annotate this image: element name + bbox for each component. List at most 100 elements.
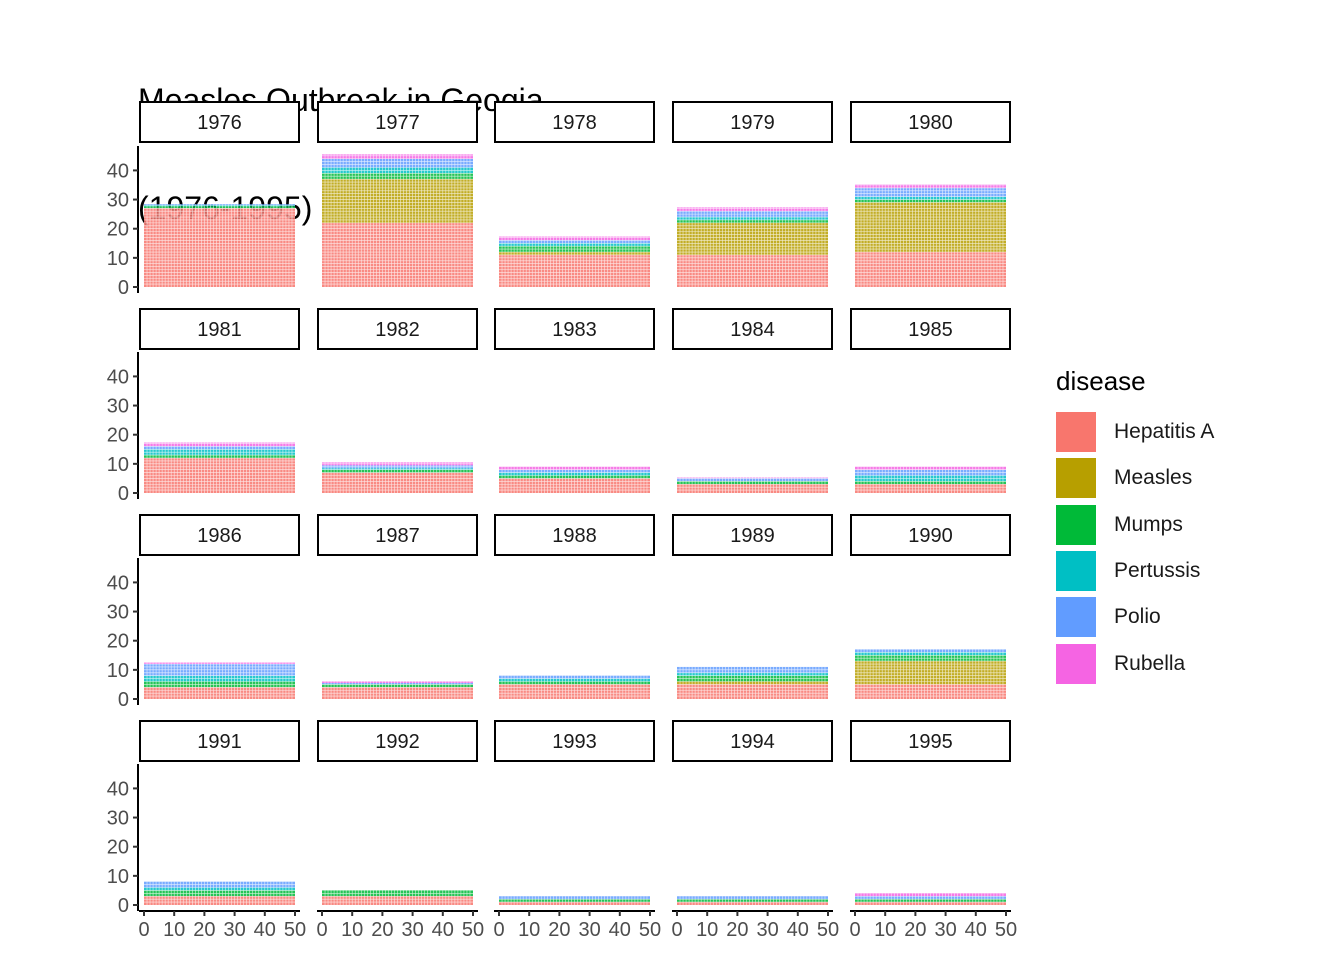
facet-panel-1981: 1981 0 10 20 30 40: [107, 308, 300, 505]
x-tick-label: 20: [193, 919, 215, 941]
y-tick-label: 10: [107, 660, 129, 682]
facet-panel-1986: 1986 0 10 20 30 40: [107, 514, 300, 711]
legend-key: [1056, 643, 1096, 684]
y-tick-label: 20: [107, 631, 129, 653]
legend-label: Hepatitis A: [1114, 420, 1215, 444]
y-tick-label: 40: [107, 160, 129, 182]
facet-strip: [139, 308, 300, 350]
y-tick-label: 20: [107, 219, 129, 241]
facet-strip-label: 1993: [552, 731, 597, 753]
y-tick-label: 40: [107, 778, 129, 800]
facet-strip: [672, 308, 833, 350]
facet-panel-1989: 1989: [672, 514, 833, 699]
facet-strip: [494, 514, 655, 556]
x-tick-label: 30: [578, 919, 600, 941]
facet-panel-1980: 1980: [850, 101, 1011, 287]
facet-strip-label: 1989: [730, 525, 775, 547]
facet-strip-label: 1987: [375, 525, 420, 547]
facet-strip-label: 1991: [197, 731, 242, 753]
y-tick-label: 30: [107, 602, 129, 624]
y-tick-label: 10: [107, 866, 129, 888]
legend: disease Hepatitis A Measles Mumps Pertussis…: [1056, 366, 1214, 687]
facet-strip-label: 1992: [375, 731, 420, 753]
waffle-cell-grid: [677, 477, 828, 493]
facet-panel-1994: 1994 0 10 20 30 40 50: [671, 720, 839, 941]
facet-panel-1977: 1977: [317, 101, 478, 287]
facet-strip-label: 1979: [730, 112, 775, 134]
waffle-cell-grid: [855, 184, 1006, 287]
facet-strip-label: 1994: [730, 731, 775, 753]
y-tick-label: 0: [118, 895, 129, 917]
waffle-cell-grid: [144, 204, 295, 287]
facet-strip: [672, 101, 833, 143]
facet-panel-1988: 1988: [494, 514, 655, 699]
waffle-cell-grid: [855, 466, 1006, 493]
legend-item: Mumps: [1056, 502, 1214, 548]
x-tick-label: 30: [756, 919, 778, 941]
legend-key: [1056, 597, 1096, 638]
legend-label: Mumps: [1114, 512, 1183, 536]
facet-panel-1992: 1992 0 10 20 30 40 50: [316, 720, 484, 941]
legend-key: [1056, 551, 1096, 592]
legend-key: [1056, 504, 1096, 545]
x-tick-label: 0: [493, 919, 504, 941]
y-tick-label: 40: [107, 366, 129, 388]
legend-key: [1056, 412, 1096, 453]
x-tick-label: 0: [849, 919, 860, 941]
y-tick-label: 0: [118, 483, 129, 505]
x-tick-label: 0: [316, 919, 327, 941]
facet-strip: [672, 514, 833, 556]
y-tick-label: 20: [107, 837, 129, 859]
waffle-cell-grid: [144, 881, 295, 905]
waffle-cell-grid: [322, 462, 473, 493]
x-tick-label: 40: [965, 919, 987, 941]
x-tick-label: 50: [639, 919, 661, 941]
legend-item: Hepatitis A: [1056, 409, 1214, 455]
x-tick-label: 50: [995, 919, 1017, 941]
facet-strip-label: 1983: [552, 319, 597, 341]
facet-panel-1978: 1978: [494, 101, 655, 287]
waffle-cell-grid: [677, 207, 828, 287]
facet-strip-label: 1984: [730, 319, 775, 341]
facet-strip: [139, 101, 300, 143]
x-tick-label: 50: [284, 919, 306, 941]
facet-strip-label: 1985: [908, 319, 953, 341]
x-tick-label: 40: [609, 919, 631, 941]
legend-item: Pertussis: [1056, 548, 1214, 594]
x-tick-label: 10: [341, 919, 363, 941]
waffle-cell-grid: [499, 675, 650, 699]
x-tick-label: 40: [254, 919, 276, 941]
y-tick-label: 40: [107, 572, 129, 594]
facet-strip: [494, 101, 655, 143]
facet-panel-1995: 1995 0 10 20 30 40 50: [849, 720, 1017, 941]
waffle-cell-grid: [322, 154, 473, 287]
legend-label: Pertussis: [1114, 559, 1201, 583]
facet-strip: [494, 308, 655, 350]
y-tick-label: 20: [107, 425, 129, 447]
waffle-cell-grid: [677, 896, 828, 905]
x-tick-label: 10: [518, 919, 540, 941]
x-tick-label: 10: [696, 919, 718, 941]
waffle-cell-grid: [499, 466, 650, 493]
facet-strip-label: 1980: [908, 112, 953, 134]
waffle-cell-grid: [499, 896, 650, 905]
x-tick-label: 20: [904, 919, 926, 941]
legend-item: Measles: [1056, 455, 1214, 501]
facet-strip: [672, 720, 833, 762]
x-tick-label: 30: [401, 919, 423, 941]
y-tick-label: 30: [107, 808, 129, 830]
facet-strip-label: 1978: [552, 112, 597, 134]
legend-label: Rubella: [1114, 651, 1186, 675]
facet-strip: [850, 514, 1011, 556]
facet-strip: [317, 308, 478, 350]
facet-strip-label: 1995: [908, 731, 953, 753]
facet-strip: [850, 720, 1011, 762]
x-tick-label: 40: [787, 919, 809, 941]
facet-strip: [317, 101, 478, 143]
facet-panel-1987: 1987: [317, 514, 478, 699]
facet-strip: [494, 720, 655, 762]
facet-strip-label: 1988: [552, 525, 597, 547]
facet-strip: [850, 308, 1011, 350]
waffle-cell-grid: [499, 236, 650, 287]
